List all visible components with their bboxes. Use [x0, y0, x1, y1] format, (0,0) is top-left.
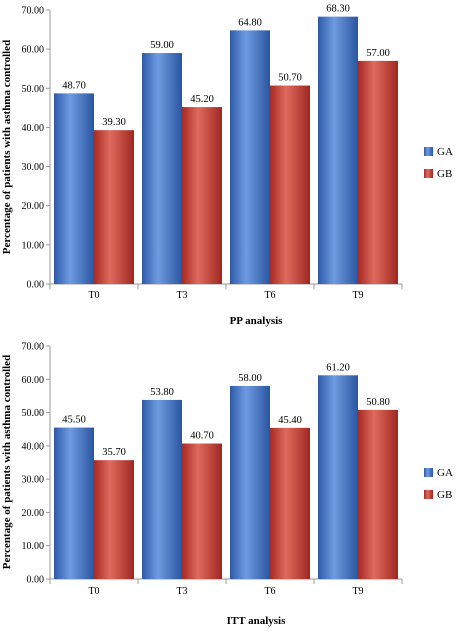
pp-ytick-label: 50.00: [22, 84, 45, 95]
pp-xtick-label-t6: T6: [264, 290, 275, 301]
itt-legend-swatch-ga: [424, 468, 433, 477]
pp-data-label-ga-t6: 64.80: [238, 17, 262, 28]
pp-legend-label-gb: GB: [437, 168, 452, 180]
itt-xtick-label-t9: T9: [352, 586, 363, 597]
itt-data-label-ga-t6: 58.00: [238, 373, 262, 384]
pp-ytick-label: 60.00: [22, 45, 45, 56]
itt-xtick-label-t6: T6: [264, 586, 275, 597]
itt-data-label-ga-t9: 61.20: [326, 362, 350, 373]
chart-itt-svg: 0.00 10.00 20.00 30.00 40.00 50.00 60.00 70.00 T…: [1, 342, 453, 628]
pp-data-label-ga-t9: 68.30: [326, 4, 350, 15]
itt-data-label-gb-t3: 40.70: [190, 431, 214, 442]
pp-legend-swatch-gb: [424, 169, 433, 178]
itt-ytick-label: 30.00: [22, 475, 45, 486]
itt-legend-label-gb: GB: [437, 489, 452, 501]
pp-bar-gb-t9: [358, 60, 398, 285]
itt-ytick-label: 20.00: [22, 508, 45, 519]
itt-ytick-label: 40.00: [22, 441, 45, 452]
chart-pp-analysis: 0.00 10.00 20.00 30.00 40.00 50.00 60.00 70.00 T…: [1, 4, 453, 327]
itt-bar-ga-t0: [54, 427, 94, 579]
itt-ytick-label: 0.00: [27, 575, 45, 586]
pp-bar-ga-t3: [142, 53, 182, 284]
itt-chart-title: ITT analysis: [227, 615, 287, 627]
pp-ytick-label: 40.00: [22, 123, 45, 134]
itt-bar-gb-t3: [182, 443, 222, 579]
pp-legend-label-ga: GA: [437, 146, 453, 158]
pp-ytick-label: 20.00: [22, 201, 45, 212]
pp-data-label-ga-t0: 48.70: [62, 80, 86, 91]
itt-bar-gb-t6: [270, 427, 310, 579]
pp-bar-ga-t0: [54, 93, 94, 284]
chart-pp-svg: 0.00 10.00 20.00 30.00 40.00 50.00 60.00 70.00 T…: [1, 4, 453, 327]
itt-bar-ga-t9: [318, 375, 358, 579]
itt-data-label-ga-t0: 45.50: [62, 415, 86, 426]
itt-legend-swatch-gb: [424, 490, 433, 499]
itt-data-label-gb-t6: 45.40: [278, 415, 302, 426]
itt-xtick-label-t0: T0: [88, 586, 99, 597]
itt-data-label-ga-t3: 53.80: [150, 387, 174, 398]
pp-data-label-gb-t3: 45.20: [190, 94, 214, 105]
itt-ytick-label: 50.00: [22, 408, 45, 419]
pp-data-label-gb-t6: 50.70: [278, 73, 302, 84]
pp-bar-ga-t6: [230, 30, 270, 285]
itt-ytick-label: 10.00: [22, 541, 45, 552]
itt-bar-gb-t0: [94, 460, 134, 579]
pp-data-label-gb-t0: 39.30: [102, 117, 126, 128]
itt-data-label-gb-t9: 50.80: [366, 397, 390, 408]
itt-y-axis-title: Percentage of patients with asthma contr…: [1, 355, 13, 569]
pp-data-label-gb-t9: 57.00: [366, 48, 390, 59]
itt-ytick-label: 70.00: [22, 342, 45, 353]
itt-bar-ga-t6: [230, 385, 270, 579]
itt-xtick-label-t3: T3: [176, 586, 187, 597]
pp-chart-title: PP analysis: [230, 315, 284, 327]
pp-y-axis-title: Percentage of patients with asthma contr…: [1, 40, 13, 254]
itt-legend-label-ga: GA: [437, 467, 453, 479]
pp-xtick-label-t3: T3: [176, 290, 187, 301]
itt-ytick-label: 60.00: [22, 375, 45, 386]
chart-itt-analysis: 0.00 10.00 20.00 30.00 40.00 50.00 60.00 70.00 T…: [0, 334, 471, 631]
pp-bar-gb-t6: [270, 85, 310, 284]
itt-data-label-gb-t0: 35.70: [102, 447, 126, 458]
pp-ytick-label: 10.00: [22, 240, 45, 251]
itt-bar-gb-t9: [358, 409, 398, 579]
pp-bar-ga-t9: [318, 16, 358, 284]
pp-bar-gb-t3: [182, 107, 222, 285]
pp-xtick-label-t9: T9: [352, 290, 363, 301]
pp-legend-swatch-ga: [424, 147, 433, 156]
pp-bar-gb-t0: [94, 130, 134, 284]
pp-ytick-label: 30.00: [22, 162, 45, 173]
pp-ytick-label: 0.00: [27, 280, 45, 291]
itt-bar-ga-t3: [142, 399, 182, 579]
pp-ytick-label: 70.00: [22, 6, 45, 17]
pp-xtick-label-t0: T0: [88, 290, 99, 301]
pp-data-label-ga-t3: 59.00: [150, 40, 174, 51]
